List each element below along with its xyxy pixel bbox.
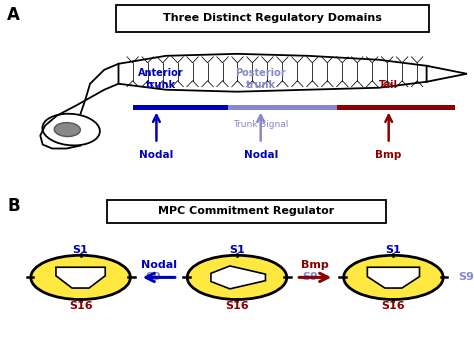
Text: Bmp: Bmp xyxy=(301,260,329,270)
Text: S16: S16 xyxy=(69,301,92,311)
Text: S9: S9 xyxy=(146,272,161,282)
Polygon shape xyxy=(118,54,450,92)
Bar xyxy=(133,105,228,110)
Polygon shape xyxy=(427,66,467,82)
Ellipse shape xyxy=(31,255,130,299)
Text: A: A xyxy=(7,6,20,24)
Text: Three Distinct Regulatory Domains: Three Distinct Regulatory Domains xyxy=(163,13,382,23)
Text: S16: S16 xyxy=(382,301,405,311)
Ellipse shape xyxy=(187,255,287,299)
Polygon shape xyxy=(56,267,105,288)
Bar xyxy=(337,105,455,110)
Text: Nodal: Nodal xyxy=(139,150,173,159)
Ellipse shape xyxy=(54,122,81,137)
Text: S9: S9 xyxy=(458,272,474,282)
Text: MPC Commitment Regulator: MPC Commitment Regulator xyxy=(158,206,335,216)
Polygon shape xyxy=(211,266,265,289)
Text: Nodal: Nodal xyxy=(141,260,177,270)
Text: S9: S9 xyxy=(302,272,318,282)
Text: S1: S1 xyxy=(73,245,89,255)
Text: B: B xyxy=(7,197,20,215)
Ellipse shape xyxy=(42,114,100,146)
FancyBboxPatch shape xyxy=(107,200,386,222)
Text: Anterior
trunk: Anterior trunk xyxy=(138,68,184,90)
Text: Trunk Signal: Trunk Signal xyxy=(233,120,288,129)
Text: Nodal: Nodal xyxy=(244,150,278,159)
FancyBboxPatch shape xyxy=(116,5,429,32)
Text: Bmp: Bmp xyxy=(375,150,402,159)
Text: Posterior
trunk: Posterior trunk xyxy=(236,68,286,90)
Polygon shape xyxy=(367,267,419,288)
Text: S1: S1 xyxy=(229,245,245,255)
Text: Tail: Tail xyxy=(379,80,398,90)
Bar xyxy=(228,105,337,110)
Text: S16: S16 xyxy=(225,301,249,311)
Ellipse shape xyxy=(344,255,443,299)
Text: S1: S1 xyxy=(385,245,401,255)
